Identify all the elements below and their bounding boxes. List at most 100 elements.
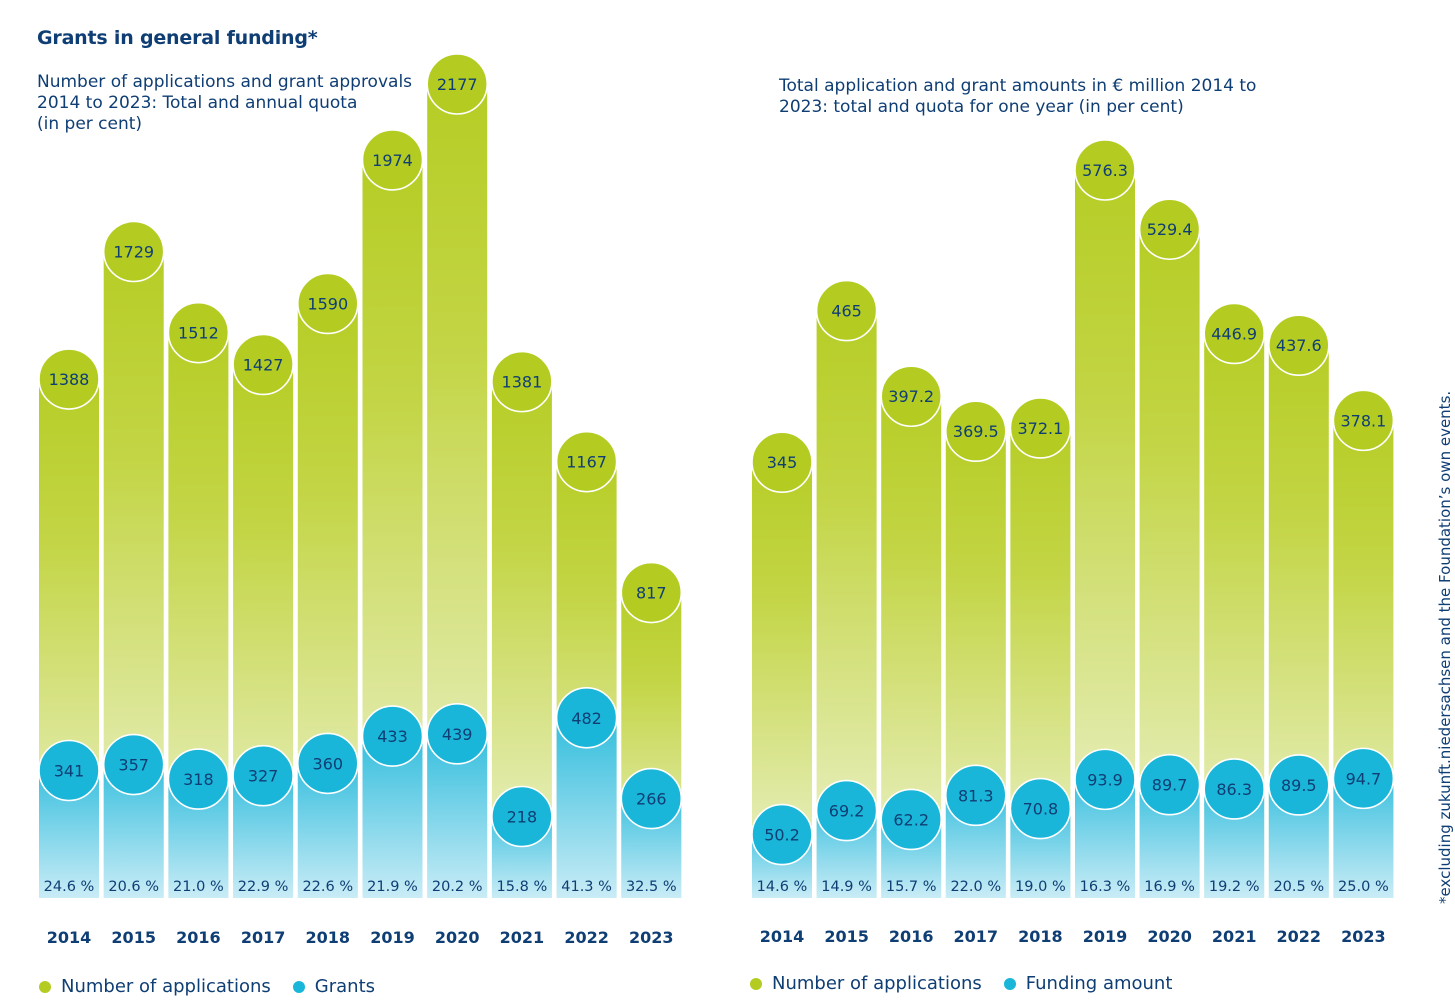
legend-dot-applications bbox=[750, 977, 762, 990]
bar-group-2014: 345 50.2 14.6 % 2014 bbox=[751, 431, 813, 946]
grants-cap bbox=[620, 767, 683, 830]
applications-value-label: 1974 bbox=[372, 151, 413, 170]
grants-value-label: 266 bbox=[636, 790, 667, 809]
grants-cap bbox=[751, 803, 813, 866]
applications-bar bbox=[816, 280, 877, 899]
applications-cap bbox=[880, 365, 942, 428]
applications-bar bbox=[1204, 303, 1265, 898]
applications-bar bbox=[168, 302, 229, 898]
applications-value-label: 576.3 bbox=[1082, 161, 1128, 180]
applications-cap bbox=[102, 220, 165, 283]
applications-cap bbox=[555, 430, 618, 493]
applications-value-label: 372.1 bbox=[1017, 419, 1063, 438]
page-title: Grants in general funding* bbox=[37, 27, 318, 49]
year-tick-label: 2022 bbox=[1277, 927, 1322, 946]
applications-cap bbox=[167, 301, 230, 364]
grants-cap bbox=[1203, 758, 1266, 820]
applications-value-label: 1381 bbox=[502, 373, 543, 392]
bar-group-2016: 397.2 62.2 15.7 % 2016 bbox=[880, 365, 942, 946]
quota-label: 22.9 % bbox=[238, 879, 289, 895]
grants-value-label: 93.9 bbox=[1087, 770, 1123, 789]
quota-label: 41.3 % bbox=[561, 879, 612, 895]
legend-dot-grants bbox=[292, 980, 305, 993]
grants-value-label: 70.8 bbox=[1023, 800, 1059, 819]
right-bar-chart: 345 50.2 14.6 % 2014 465 69.2 14.9 % 2015 397.2 6… bbox=[751, 139, 1395, 946]
applications-value-label: 1167 bbox=[566, 453, 607, 472]
applications-cap bbox=[1267, 314, 1330, 377]
legend-item-funding: Funding amount bbox=[1003, 973, 1173, 994]
grants-value-label: 439 bbox=[442, 725, 473, 744]
grants-cap bbox=[555, 686, 618, 749]
grants-value-label: 69.2 bbox=[829, 802, 865, 821]
year-tick-label: 2016 bbox=[889, 927, 934, 946]
legend-label: Funding amount bbox=[1025, 973, 1173, 994]
applications-value-label: 1590 bbox=[307, 294, 348, 313]
year-tick-label: 2019 bbox=[370, 928, 415, 947]
year-tick-label: 2014 bbox=[47, 928, 92, 947]
grants-cap bbox=[232, 744, 294, 807]
bar-group-2017: 1427 327 22.9 % 2017 bbox=[232, 333, 294, 947]
year-tick-label: 2016 bbox=[176, 928, 221, 947]
legend-item-grants: Grants bbox=[292, 976, 376, 997]
legend-dot-funding bbox=[1003, 977, 1016, 990]
right-chart-title: Total application and grant amounts in €… bbox=[779, 76, 1256, 118]
quota-label: 16.9 % bbox=[1144, 879, 1195, 895]
applications-value-label: 345 bbox=[767, 453, 798, 472]
applications-bar bbox=[491, 351, 552, 898]
bar-group-2020: 2177 439 20.2 % 2020 bbox=[426, 53, 489, 947]
applications-cap bbox=[620, 561, 683, 624]
bar-group-2022: 1167 482 41.3 % 2022 bbox=[555, 430, 618, 947]
grants-value-label: 62.2 bbox=[893, 810, 929, 829]
quota-label: 32.5 % bbox=[626, 879, 677, 895]
grants-cap bbox=[1267, 754, 1330, 816]
year-tick-label: 2017 bbox=[241, 928, 286, 947]
applications-value-label: 437.6 bbox=[1276, 336, 1322, 355]
left-legend: Number of applications Grants bbox=[39, 976, 397, 997]
footnote: *excluding zukunft.niedersachsen and the… bbox=[1436, 390, 1454, 904]
bar-group-2014: 1388 341 24.6 % 2014 bbox=[38, 348, 100, 947]
applications-cap bbox=[1203, 302, 1266, 365]
applications-cap bbox=[751, 431, 813, 493]
applications-cap bbox=[491, 350, 553, 413]
year-tick-label: 2021 bbox=[500, 928, 545, 947]
right-chart-title-line: Total application and grant amounts in €… bbox=[779, 76, 1257, 96]
grants-cap bbox=[491, 785, 553, 848]
year-tick-label: 2021 bbox=[1212, 927, 1257, 946]
bar-group-2015: 465 69.2 14.9 % 2015 bbox=[815, 279, 878, 946]
grants-value-label: 218 bbox=[507, 807, 538, 826]
grants-cap bbox=[1074, 748, 1136, 811]
applications-value-label: 2177 bbox=[437, 75, 478, 94]
grants-value-label: 94.7 bbox=[1346, 769, 1382, 788]
legend-label: Grants bbox=[314, 976, 376, 997]
bar-group-2018: 372.1 70.8 19.0 % 2018 bbox=[1009, 397, 1072, 946]
year-tick-label: 2022 bbox=[564, 928, 609, 947]
bar-group-2018: 1590 360 22.6 % 2018 bbox=[296, 272, 359, 947]
quota-label: 15.7 % bbox=[886, 879, 937, 895]
applications-value-label: 378.1 bbox=[1340, 411, 1386, 430]
grants-value-label: 89.5 bbox=[1281, 776, 1317, 795]
quota-label: 21.0 % bbox=[173, 879, 224, 895]
applications-cap bbox=[815, 279, 878, 342]
quota-label: 20.5 % bbox=[1273, 879, 1324, 895]
bar-group-2017: 369.5 81.3 22.0 % 2017 bbox=[944, 400, 1007, 946]
right-legend: Number of applications Funding amount bbox=[750, 973, 1194, 994]
quota-label: 14.9 % bbox=[821, 879, 872, 895]
grants-cap bbox=[426, 703, 489, 765]
grants-cap bbox=[1009, 777, 1072, 840]
applications-bar bbox=[881, 366, 942, 898]
year-tick-label: 2017 bbox=[954, 927, 999, 946]
legend-label: Number of applications bbox=[772, 973, 982, 994]
left-bar-chart: 1388 341 24.6 % 2014 1729 357 20.6 % 2015 1512 31… bbox=[38, 53, 683, 947]
grants-value-label: 318 bbox=[183, 770, 214, 789]
bar-group-2023: 378.1 94.7 25.0 % 2023 bbox=[1332, 389, 1395, 946]
grants-value-label: 433 bbox=[377, 727, 408, 746]
legend-dot-applications bbox=[39, 980, 51, 993]
grants-cap bbox=[1138, 753, 1201, 816]
legend-item-applications: Number of applications bbox=[750, 973, 982, 994]
applications-bar bbox=[752, 432, 812, 898]
bar-group-2023: 817 266 32.5 % 2023 bbox=[620, 561, 683, 947]
quota-label: 15.8 % bbox=[497, 879, 548, 895]
quota-label: 22.6 % bbox=[302, 879, 353, 895]
quota-label: 24.6 % bbox=[44, 879, 95, 895]
applications-value-label: 1427 bbox=[243, 355, 284, 374]
